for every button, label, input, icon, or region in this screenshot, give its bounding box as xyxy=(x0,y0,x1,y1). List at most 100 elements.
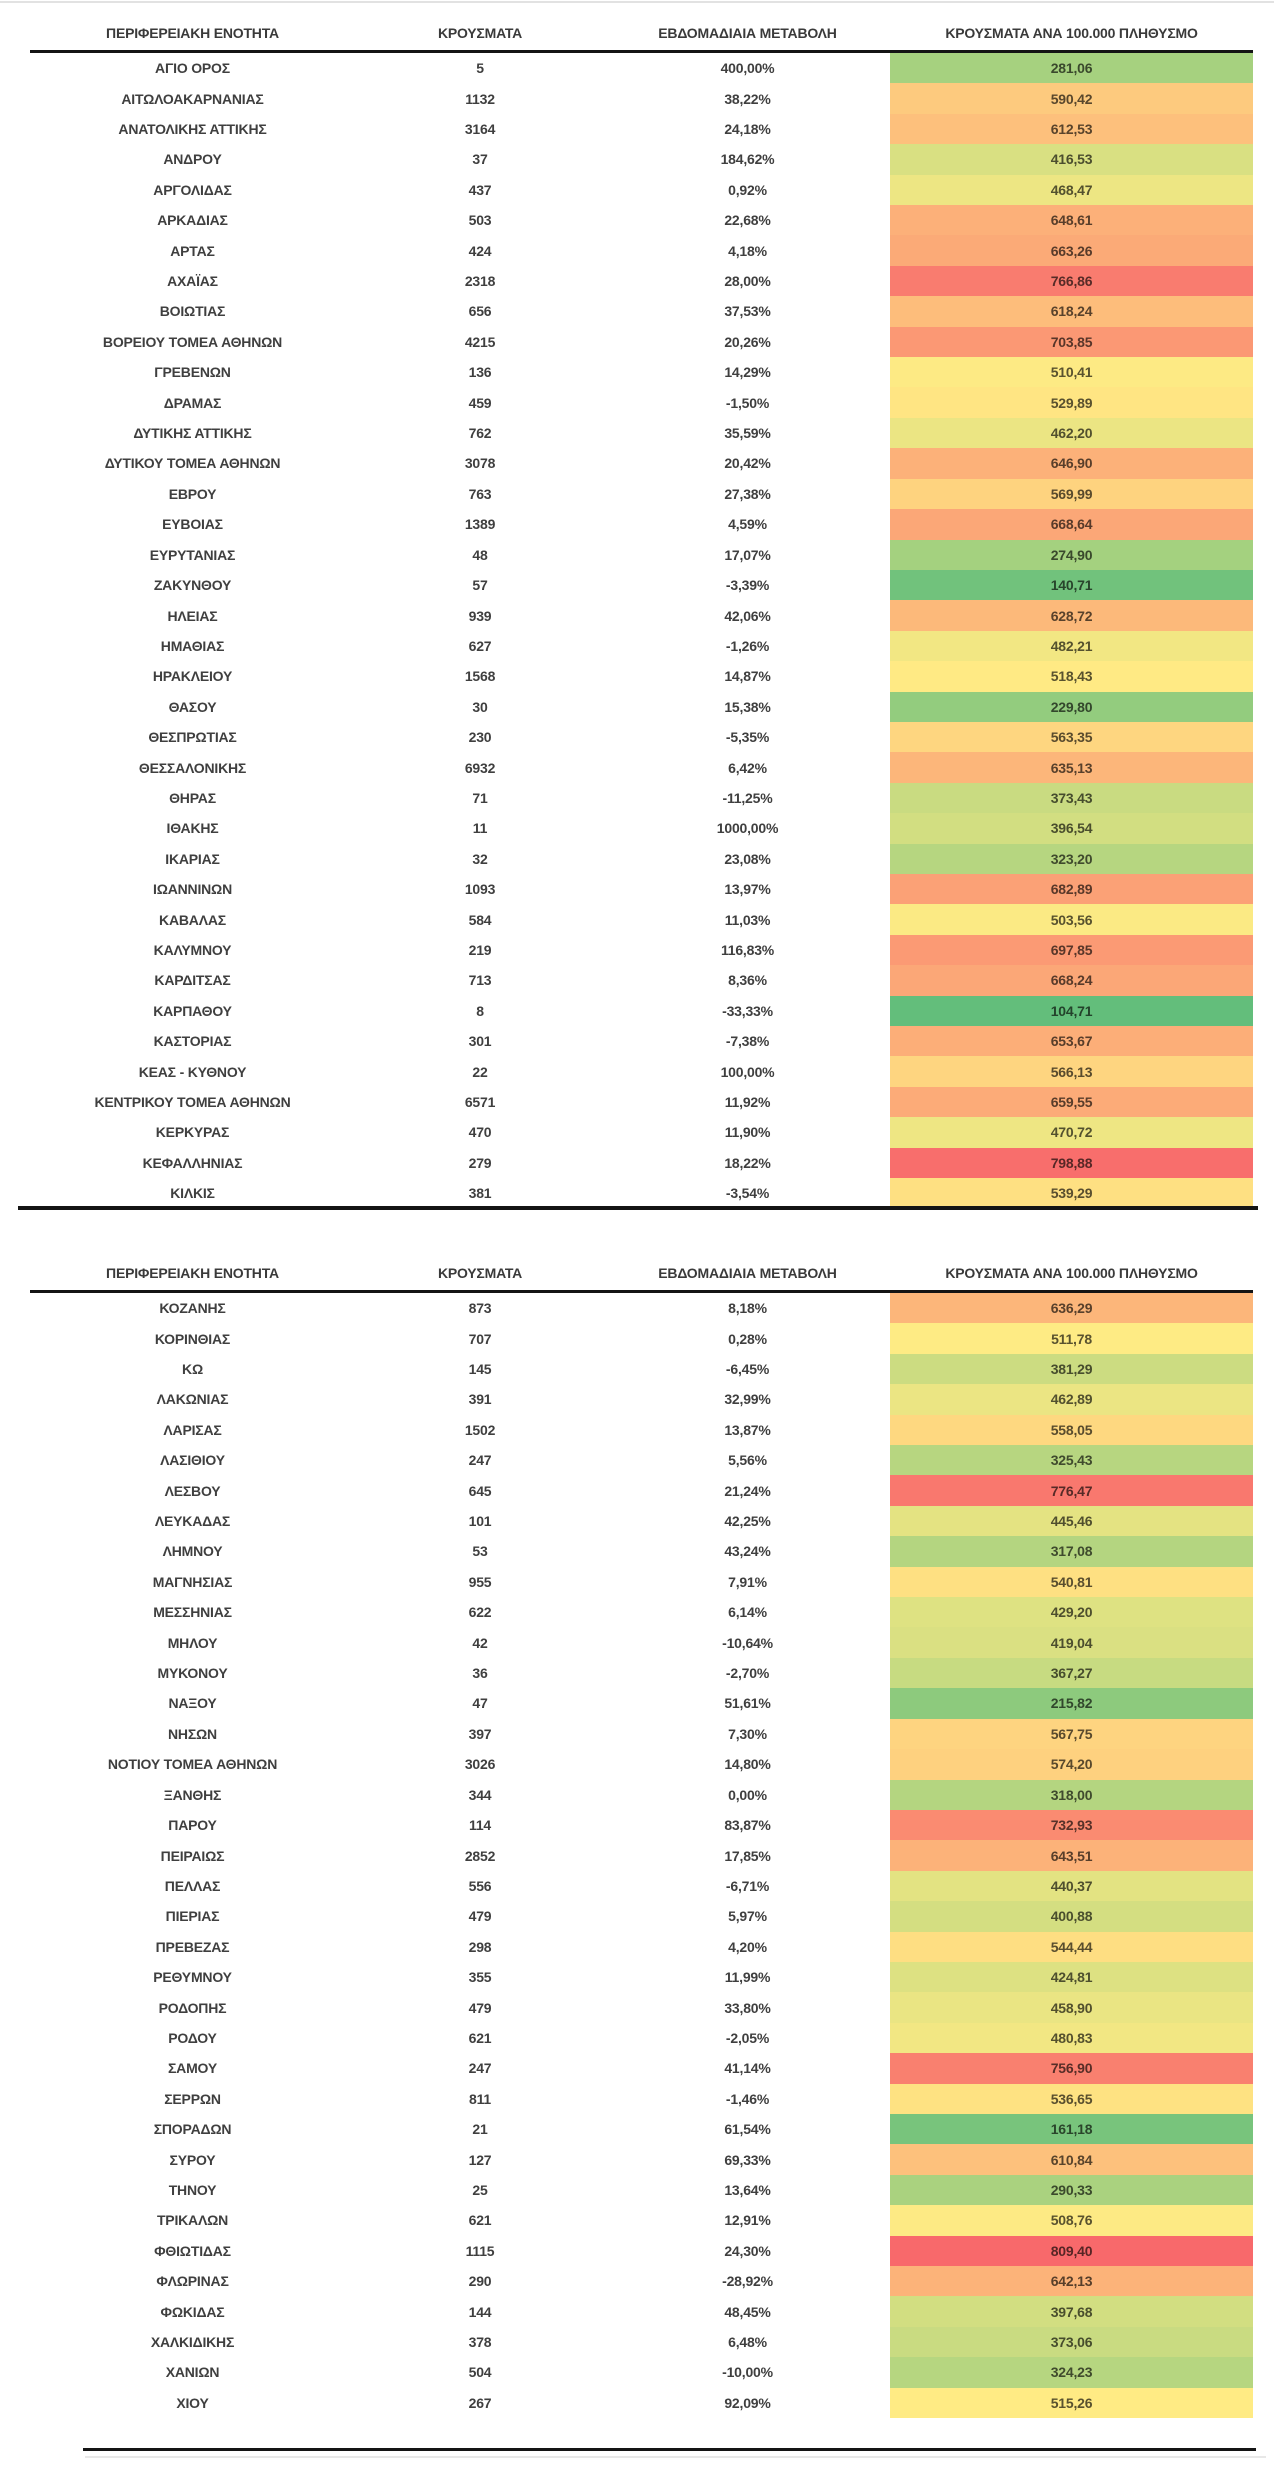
per-100k-heatmap-cell: 590,42 xyxy=(890,83,1253,114)
table-row: ΑΝΑΤΟΛΙΚΗΣ ΑΤΤΙΚΗΣ 3164 24,18% 612,53 xyxy=(30,113,1253,145)
weekly-change-cell: -1,26% xyxy=(725,637,770,654)
region-cell: ΚΑΛΥΜΝΟΥ xyxy=(153,941,232,958)
per-100k-heatmap-cell: 215,82 xyxy=(890,1688,1253,1719)
table-row: ΘΑΣΟΥ 30 15,38% 229,80 xyxy=(30,691,1253,722)
region-cell: ΔΥΤΙΚΗΣ ΑΤΤΙΚΗΣ xyxy=(133,425,252,442)
region-cell: ΚΑΣΤΟΡΙΑΣ xyxy=(153,1033,232,1050)
region-cell: ΚΟΡΙΝΘΙΑΣ xyxy=(154,1330,231,1347)
weekly-change-cell: 42,25% xyxy=(724,1513,771,1530)
table-2-bottom-rule xyxy=(83,2448,1256,2451)
weekly-change-cell: 22,68% xyxy=(724,212,771,229)
per-100k-heatmap-cell: 703,85 xyxy=(890,326,1253,358)
weekly-change-cell: 33,80% xyxy=(724,1999,771,2016)
region-cell: ΤΡΙΚΑΛΩΝ xyxy=(156,2212,229,2229)
cases-cell: 656 xyxy=(468,303,492,320)
per-100k-heatmap-cell: 544,44 xyxy=(890,1931,1253,1962)
per-100k-heatmap-cell: 642,13 xyxy=(890,2266,1253,2297)
table-row: ΔΥΤΙΚΟΥ ΤΟΜΕΑ ΑΘΗΝΩΝ 3078 20,42% 646,90 xyxy=(30,448,1253,479)
region-cell: ΡΕΘΥΜΝΟΥ xyxy=(153,1969,232,1986)
table-row: ΑΓΙΟ ΟΡΟΣ 5 400,00% 281,06 xyxy=(30,51,1253,84)
per-100k-heatmap-cell: 518,43 xyxy=(890,661,1253,692)
cases-cell: 47 xyxy=(472,1695,488,1712)
per-100k-heatmap-cell: 373,43 xyxy=(890,782,1253,814)
weekly-change-cell: -1,46% xyxy=(725,2090,770,2107)
per-100k-heatmap-cell: 618,24 xyxy=(890,296,1253,327)
per-100k-heatmap-cell: 462,89 xyxy=(890,1384,1253,1415)
weekly-change-cell: 21,24% xyxy=(724,1482,771,1499)
weekly-change-cell: 17,85% xyxy=(724,1847,771,1864)
weekly-change-cell: 43,24% xyxy=(724,1543,771,1560)
weekly-change-cell: 13,64% xyxy=(724,2181,771,2198)
cases-cell: 621 xyxy=(468,2212,492,2229)
per-100k-heatmap-cell: 462,20 xyxy=(890,417,1253,449)
region-cell: ΝΗΣΩΝ xyxy=(168,1725,217,1742)
cases-cell: 2852 xyxy=(464,1847,496,1864)
region-cell: ΗΜΑΘΙΑΣ xyxy=(160,637,225,654)
table-row: ΡΕΘΥΜΝΟΥ 355 11,99% 424,81 xyxy=(30,1961,1253,1993)
cases-cell: 627 xyxy=(468,637,492,654)
cases-cell: 11 xyxy=(472,820,488,837)
cases-cell: 37 xyxy=(472,151,488,168)
region-cell: ΜΕΣΣΗΝΙΑΣ xyxy=(153,1604,232,1621)
region-cell: ΛΑΡΙΣΑΣ xyxy=(163,1421,222,1438)
cases-cell: 459 xyxy=(468,394,492,411)
cases-cell: 48 xyxy=(472,546,488,563)
table-row: ΚΙΛΚΙΣ 381 -3,54% 539,29 xyxy=(30,1178,1253,1209)
region-cell: ΣΕΡΡΩΝ xyxy=(164,2090,221,2107)
top-divider-line xyxy=(0,1,1274,3)
region-cell: ΔΥΤΙΚΟΥ ΤΟΜΕΑ ΑΘΗΝΩΝ xyxy=(104,455,281,472)
per-100k-heatmap-cell: 510,41 xyxy=(890,357,1253,388)
weekly-change-cell: 24,30% xyxy=(724,2242,771,2259)
weekly-change-cell: 8,36% xyxy=(728,972,767,989)
table-row: ΘΗΡΑΣ 71 -11,25% 373,43 xyxy=(30,782,1253,814)
per-100k-heatmap-cell: 567,75 xyxy=(890,1718,1253,1750)
per-100k-heatmap-cell: 682,89 xyxy=(890,873,1253,905)
cases-cell: 8 xyxy=(476,1002,484,1019)
per-100k-heatmap-cell: 290,33 xyxy=(890,2174,1253,2206)
per-100k-heatmap-cell: 317,08 xyxy=(890,1536,1253,1567)
region-cell: ΧΑΝΙΩΝ xyxy=(165,2364,220,2381)
weekly-change-cell: -7,38% xyxy=(725,1033,770,1050)
column-header-cases: ΚΡΟΥΣΜΑΤΑ xyxy=(355,1256,605,1293)
region-cell: ΚΑΡΠΑΘΟΥ xyxy=(153,1002,232,1019)
per-100k-heatmap-cell: 429,20 xyxy=(890,1597,1253,1628)
cases-cell: 873 xyxy=(468,1300,492,1317)
cases-cell: 707 xyxy=(468,1330,492,1347)
cases-cell: 32 xyxy=(472,850,488,867)
per-100k-heatmap-cell: 809,40 xyxy=(890,2235,1253,2266)
per-100k-heatmap-cell: 323,20 xyxy=(890,843,1253,874)
per-100k-heatmap-cell: 558,05 xyxy=(890,1414,1253,1446)
weekly-change-cell: 20,26% xyxy=(724,333,771,350)
region-cell: ΕΥΒΟΙΑΣ xyxy=(162,516,223,533)
table-row: ΚΕΦΑΛΛΗΝΙΑΣ 279 18,22% 798,88 xyxy=(30,1147,1253,1179)
cases-cell: 939 xyxy=(468,607,492,624)
weekly-change-cell: 14,29% xyxy=(724,364,771,381)
per-100k-heatmap-cell: 445,46 xyxy=(890,1505,1253,1537)
table-row: ΠΡΕΒΕΖΑΣ 298 4,20% 544,44 xyxy=(30,1931,1253,1962)
region-cell: ΗΛΕΙΑΣ xyxy=(167,607,218,624)
cases-cell: 437 xyxy=(468,181,492,198)
table-row: ΜΕΣΣΗΝΙΑΣ 622 6,14% 429,20 xyxy=(30,1597,1253,1628)
cases-cell: 424 xyxy=(468,242,492,259)
per-100k-heatmap-cell: 529,89 xyxy=(890,387,1253,418)
region-cell: ΝΟΤΙΟΥ ΤΟΜΕΑ ΑΘΗΝΩΝ xyxy=(107,1756,278,1773)
region-cell: ΗΡΑΚΛΕΙΟΥ xyxy=(152,668,233,685)
region-cell: ΠΡΕΒΕΖΑΣ xyxy=(155,1938,230,1955)
cases-cell: 6932 xyxy=(464,759,496,776)
cases-cell: 556 xyxy=(468,1877,492,1894)
column-header-region: ΠΕΡΙΦΕΡΕΙΑΚΗ ΕΝΟΤΗΤΑ xyxy=(30,16,355,53)
weekly-change-cell: 0,00% xyxy=(728,1786,767,1803)
region-cell: ΘΕΣΣΑΛΟΝΙΚΗΣ xyxy=(138,759,247,776)
weekly-change-cell: -3,54% xyxy=(725,1185,770,1202)
region-cell: ΚΕΑΣ - ΚΥΘΝΟΥ xyxy=(138,1063,247,1080)
table-row: ΙΚΑΡΙΑΣ 32 23,08% 323,20 xyxy=(30,843,1253,874)
cases-cell: 1389 xyxy=(464,516,496,533)
table-row: ΒΟΡΕΙΟΥ ΤΟΜΕΑ ΑΘΗΝΩΝ 4215 20,26% 703,85 xyxy=(30,326,1253,358)
table-row: ΠΕΛΛΑΣ 556 -6,71% 440,37 xyxy=(30,1870,1253,1902)
cases-cell: 378 xyxy=(468,2334,492,2351)
weekly-change-cell: 20,42% xyxy=(724,455,771,472)
per-100k-heatmap-cell: 318,00 xyxy=(890,1779,1253,1810)
table-row: ΜΑΓΝΗΣΙΑΣ 955 7,91% 540,81 xyxy=(30,1566,1253,1598)
weekly-change-cell: -2,05% xyxy=(725,2029,770,2046)
